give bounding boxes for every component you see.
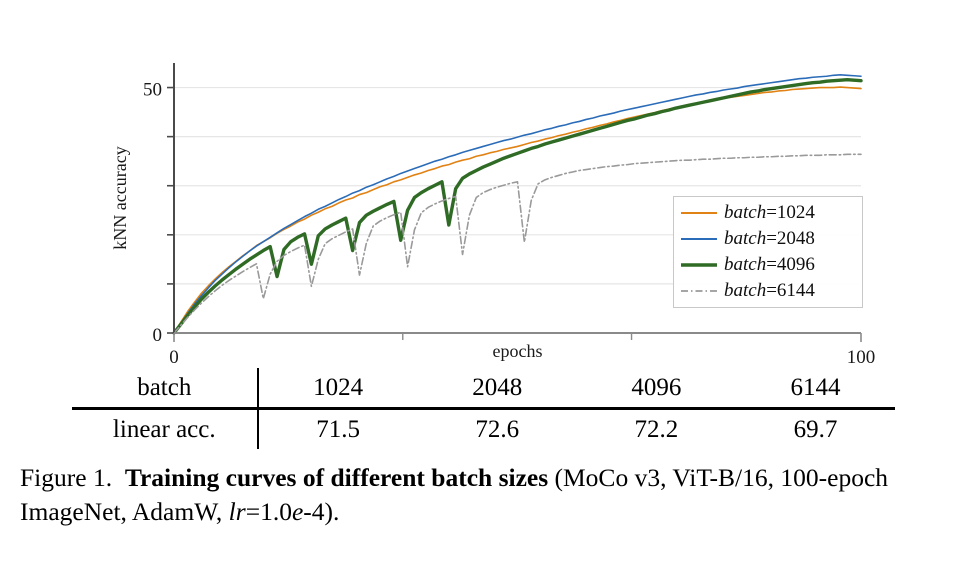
- chart-plot-area: 0 50 0 100 epochs kNN accuracy: [110, 63, 876, 368]
- series-line-batch-2048: [173, 73, 862, 334]
- table-cell-acc-2: 72.6: [475, 415, 520, 443]
- table-row-linear-acc: linear acc. 71.5 72.6 72.2 69.7: [72, 408, 895, 449]
- y-tick-label: 0: [153, 325, 163, 346]
- legend-swatch-6144: [680, 284, 718, 298]
- legend-label-4096: batch=4096: [724, 254, 815, 275]
- results-table-wrapper: batch 1024 2048 4096 6144 linear acc. 71…: [72, 368, 895, 454]
- table-cell-batch-4: 6144: [735, 368, 895, 410]
- caption-lr-symbol: lr: [228, 497, 246, 526]
- series-line-batch-4096: [172, 77, 863, 335]
- table-cell-acc-3: 72.2: [634, 415, 679, 443]
- legend-label-1024: batch=1024: [724, 202, 815, 223]
- legend-item-batch-6144: batch=6144: [680, 278, 856, 304]
- figure-caption: Figure 1. Training curves of different b…: [20, 461, 955, 529]
- legend-item-batch-2048: batch=2048: [680, 226, 856, 252]
- table-rowheader-linear-acc: linear acc.: [72, 408, 259, 449]
- caption-rest-a: (MoCo v3, ViT-B/16, 100-epoch ImageNet, …: [20, 463, 889, 526]
- caption-exponent-symbol: e: [291, 497, 304, 526]
- table-cell-batch-2: 2048: [417, 368, 577, 410]
- legend-swatch-2048: [680, 232, 718, 246]
- caption-lr-value: =1.0: [245, 497, 292, 526]
- series-line-batch-1024: [173, 86, 862, 334]
- table-cell-batch-3: 4096: [576, 368, 736, 410]
- table-row-batch: batch 1024 2048 4096 6144: [72, 368, 895, 410]
- legend-label-6144: batch=6144: [724, 280, 815, 301]
- table-rowheader-batch: batch: [72, 368, 259, 410]
- table-cell-batch-1: 1024: [257, 368, 418, 410]
- legend-label-2048: batch=2048: [724, 228, 815, 249]
- caption-rest-b: -4).: [303, 497, 340, 526]
- legend-item-batch-4096: batch=4096: [680, 252, 856, 278]
- table-cell-acc-1: 71.5: [316, 415, 360, 443]
- y-axis-title: kNN accuracy: [110, 146, 130, 249]
- legend-swatch-4096: [680, 258, 718, 272]
- training-curves-chart: 0 50 0 100 epochs kNN accuracy: [110, 63, 876, 368]
- x-axis-title: epochs: [493, 341, 543, 361]
- y-tick-label: 50: [143, 80, 162, 101]
- legend-item-batch-1024: batch=1024: [680, 200, 856, 226]
- legend-swatch-1024: [680, 206, 718, 220]
- chart-legend: batch=1024 batch=2048 batch=4096 batch=6…: [673, 196, 863, 308]
- series-line-batch-6144: [173, 153, 862, 334]
- x-tick-label: 0: [169, 347, 179, 368]
- table-cell-acc-4: 69.7: [793, 415, 838, 443]
- caption-bold-title: Training curves of different batch sizes: [124, 463, 549, 492]
- caption-prefix: Figure 1.: [20, 463, 113, 492]
- results-table: batch 1024 2048 4096 6144 linear acc. 71…: [72, 368, 895, 449]
- x-tick-label: 100: [847, 347, 876, 368]
